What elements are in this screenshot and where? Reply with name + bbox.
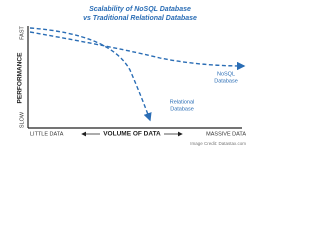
curve-label: Database — [214, 78, 238, 84]
diagram: Scalability of NoSQL Database vs Traditi… — [17, 6, 247, 146]
curve-label: NoSQL — [217, 71, 235, 77]
nosql-curve — [29, 31, 246, 71]
x-axis-label: VOLUME OF DATA — [103, 131, 161, 138]
y-bottom-label: SLOW — [19, 111, 25, 128]
x-right-label: MASSIVE DATA — [206, 131, 246, 137]
x-left-label: LITTLE DATA — [30, 131, 64, 137]
curve-label: Relational — [170, 99, 194, 105]
curve-label: Database — [170, 106, 194, 112]
y-top-label: FAST — [19, 25, 25, 39]
title-line: vs Traditional Relational Database — [83, 15, 197, 22]
credit: Image Credit: Datastax.com — [190, 141, 246, 146]
title-line: Scalability of NoSQL Database — [89, 6, 191, 13]
relational-curve — [29, 27, 152, 122]
y-axis-label: PERFORMANCE — [17, 52, 24, 104]
